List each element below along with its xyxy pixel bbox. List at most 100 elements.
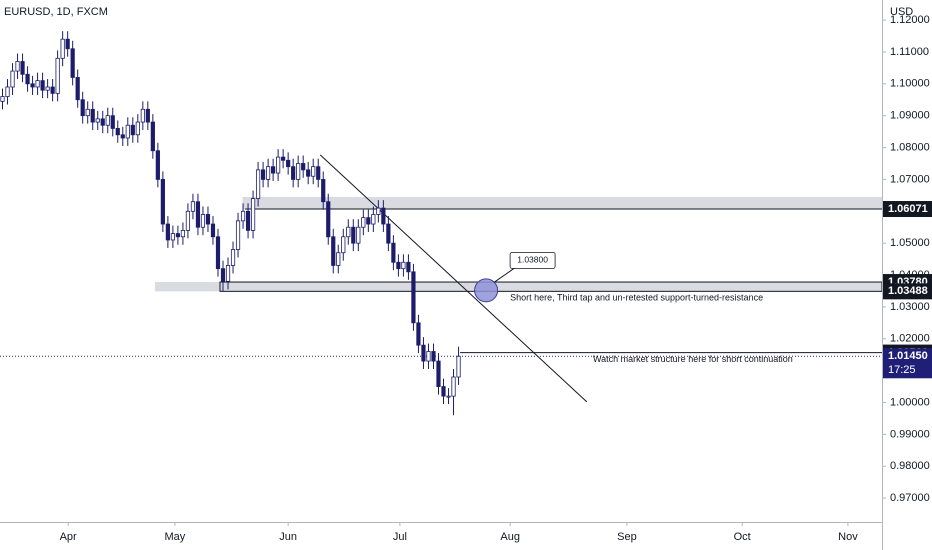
candle-body [145, 108, 150, 123]
price-label: 1.06071 [888, 203, 928, 215]
y-tick-label: 1.11000 [890, 46, 929, 58]
x-tick-label: May [165, 531, 186, 543]
candle-body [396, 261, 401, 270]
candle-body [240, 210, 246, 222]
candle-body [60, 38, 65, 59]
candle-body [160, 179, 165, 225]
candle-body [456, 355, 461, 378]
marker [474, 278, 499, 303]
candle-body [170, 233, 175, 241]
trend-line [319, 154, 588, 403]
y-tick-label: 1.03000 [890, 301, 930, 313]
candle-body [20, 61, 25, 75]
candle-body [195, 201, 201, 228]
candle-body [235, 220, 241, 250]
candle-body [296, 163, 301, 180]
candle-body [165, 223, 170, 241]
candle-body [105, 115, 110, 126]
candle-body [225, 265, 231, 282]
candle-body [220, 268, 226, 282]
x-tick-label: Nov [838, 531, 858, 543]
zone-outline [219, 281, 882, 292]
candle-body [25, 73, 30, 85]
candle-body [245, 210, 251, 231]
chart-title: EURUSD, 1D, FXCM [4, 6, 108, 18]
candle-body [100, 118, 105, 126]
y-tick-label: 1.12000 [890, 14, 930, 26]
zone [154, 282, 882, 292]
candle-body [55, 57, 60, 94]
candle-body [10, 70, 15, 88]
candle-body [15, 61, 20, 72]
candle-body [306, 169, 311, 177]
y-tick-label: 1.09000 [890, 110, 930, 122]
y-tick-label: 1.08000 [890, 141, 930, 153]
candle-body [140, 108, 145, 123]
candle-body [65, 38, 70, 50]
candle-body [125, 124, 130, 139]
last-price-label: 1.01450 [888, 350, 928, 362]
candle-body [70, 48, 75, 78]
callout-box [509, 251, 556, 269]
candle-body [416, 322, 421, 346]
candle-body [35, 80, 40, 88]
y-tick-label: 0.97000 [890, 492, 930, 504]
candle-body [441, 386, 446, 397]
x-tick-label: Oct [734, 531, 751, 543]
candle-body [250, 198, 256, 231]
candle-body [130, 124, 135, 136]
x-tick-label: Sep [617, 531, 637, 543]
candle-body [366, 217, 371, 225]
candle-body [426, 351, 431, 362]
candle-body [311, 166, 316, 177]
y-tick-label: 1.05000 [890, 237, 930, 249]
candle-body [205, 214, 211, 225]
note: Watch market structure here for short co… [593, 354, 793, 364]
y-tick-label: 1.07000 [890, 173, 930, 185]
candle-body [255, 169, 261, 199]
candle-body [381, 207, 386, 225]
candle-body [200, 214, 206, 228]
candle-body [431, 351, 436, 362]
candle-body [451, 376, 456, 397]
candle-body [5, 86, 10, 97]
candle-body [446, 395, 451, 398]
x-tick-label: Jun [279, 531, 297, 543]
x-tick-label: Apr [60, 531, 77, 543]
candle-body [301, 163, 306, 171]
plot-area: 1.03800 Short here, Third tap and un-rete… [0, 31, 882, 416]
currency: USD [890, 6, 913, 18]
candle-body [45, 86, 50, 91]
candle-body [391, 242, 396, 263]
candle-body [351, 226, 356, 244]
price-label: 1.03488 [888, 285, 928, 297]
candle-body [190, 201, 196, 212]
candle-body [180, 230, 186, 238]
candle-body [421, 344, 426, 362]
candle-body [115, 128, 120, 136]
candle-body [386, 223, 391, 244]
candle-body [316, 166, 321, 180]
candle-body [75, 77, 80, 101]
last-price-box [883, 348, 932, 379]
candle-body [266, 166, 271, 180]
y-tick-label: 0.99000 [890, 428, 930, 440]
candle-body [376, 207, 381, 215]
candle-body [286, 159, 291, 168]
zone [242, 196, 882, 210]
candle-body [135, 121, 140, 136]
candle-body [276, 156, 281, 174]
candle-body [80, 99, 85, 117]
candle-body [95, 118, 100, 123]
note: Short here, Third tap and un-retested su… [510, 293, 763, 303]
candle-body [321, 179, 326, 203]
candle-body [260, 169, 266, 180]
countdown: 17:25 [888, 364, 916, 376]
candle-body [175, 233, 181, 238]
candle-body [271, 166, 276, 174]
candle-body [341, 236, 346, 254]
candle-body [85, 108, 90, 117]
candle-body [120, 134, 125, 139]
